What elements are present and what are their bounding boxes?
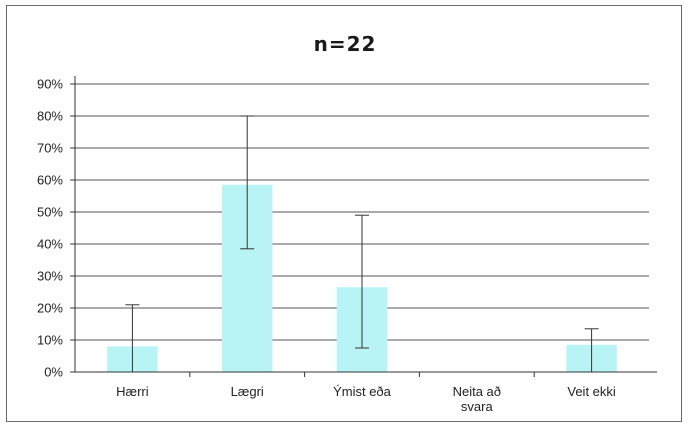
x-category-label-3: Neita að svara: [453, 384, 501, 414]
chart-frame: n=22 0% 10% 20% 30% 40% 50% 60% 70% 80% 90% Hærri…: [6, 5, 682, 422]
x-category-label-2: Ýmist eða: [333, 384, 392, 399]
y-tick-labels: 0% 10% 20% 30% 40% 50% 60% 70% 80% 90%: [37, 77, 63, 380]
y-tick-label-70: 70%: [37, 141, 63, 156]
y-tick-label-10: 10%: [37, 333, 63, 348]
axes: [74, 76, 657, 373]
error-bar-1: [240, 115, 255, 250]
bar-chart: n=22 0% 10% 20% 30% 40% 50% 60% 70% 80% 90% Hærri…: [37, 32, 657, 414]
x-category-labels: Hærri Lægri Ýmist eða Neita að svara Veit ekk…: [116, 384, 616, 414]
x-category-label-1: Lægri: [231, 384, 264, 399]
y-tick-label-90: 90%: [37, 77, 63, 92]
y-tick-label-50: 50%: [37, 205, 63, 220]
y-tick-label-80: 80%: [37, 109, 63, 124]
y-tick-label-60: 60%: [37, 173, 63, 188]
y-tick-label-0: 0%: [44, 365, 63, 380]
y-tick-label-30: 30%: [37, 269, 63, 284]
x-category-label-0: Hærri: [116, 384, 149, 399]
error-bar-2: [355, 214, 369, 349]
x-category-label-4: Veit ekki: [567, 384, 616, 399]
y-tick-label-20: 20%: [37, 301, 63, 316]
chart-title: n=22: [314, 32, 377, 56]
y-tick-label-40: 40%: [37, 237, 63, 252]
